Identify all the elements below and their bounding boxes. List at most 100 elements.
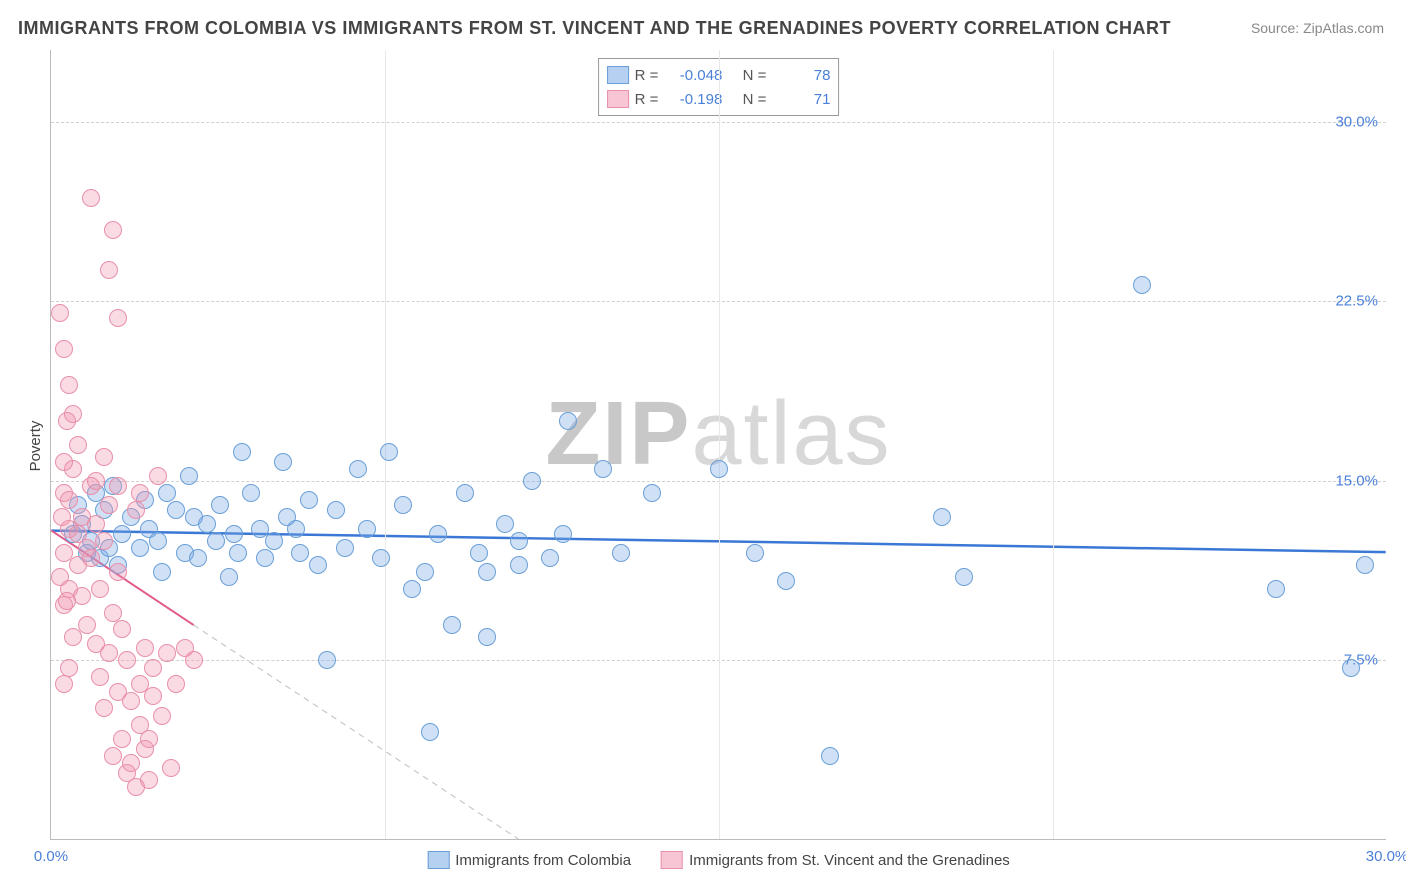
data-point-colombia [265,532,283,550]
y-axis-label: Poverty [27,421,44,472]
stat-r-colombia: -0.048 [664,67,722,84]
data-point-svg [136,639,154,657]
data-point-svg [140,730,158,748]
data-point-colombia [541,549,559,567]
gridline-v [719,50,720,839]
data-point-svg [104,221,122,239]
data-point-colombia [358,520,376,538]
data-point-colombia [291,544,309,562]
data-point-svg [100,261,118,279]
data-point-svg [64,405,82,423]
data-point-colombia [274,453,292,471]
source-label: Source: ZipAtlas.com [1251,20,1384,36]
data-point-colombia [559,412,577,430]
data-point-svg [109,309,127,327]
data-point-colombia [821,747,839,765]
data-point-colombia [225,525,243,543]
data-point-colombia [167,501,185,519]
data-point-svg [91,668,109,686]
data-point-colombia [180,467,198,485]
data-point-colombia [113,525,131,543]
data-point-colombia [594,460,612,478]
data-point-colombia [510,532,528,550]
data-point-svg [55,453,73,471]
data-point-colombia [554,525,572,543]
data-point-colombia [1267,580,1285,598]
data-point-svg [109,563,127,581]
data-point-colombia [158,484,176,502]
data-point-colombia [443,616,461,634]
chart-plot-area: ZIPatlas R = -0.048 N = 78 R = -0.198 N … [50,50,1386,840]
data-point-svg [162,759,180,777]
data-point-colombia [189,549,207,567]
data-point-svg [95,532,113,550]
data-point-svg [113,620,131,638]
data-point-colombia [643,484,661,502]
swatch-pink [607,90,629,108]
data-point-colombia [149,532,167,550]
data-point-colombia [1133,276,1151,294]
data-point-svg [122,754,140,772]
data-point-colombia [470,544,488,562]
data-point-svg [87,515,105,533]
data-point-svg [60,659,78,677]
data-point-colombia [510,556,528,574]
data-point-colombia [233,443,251,461]
data-point-colombia [131,539,149,557]
data-point-svg [58,592,76,610]
data-point-colombia [287,520,305,538]
data-point-colombia [429,525,447,543]
data-point-svg [167,675,185,693]
y-tick-label: 22.5% [1335,293,1378,310]
data-point-svg [131,484,149,502]
data-point-svg [104,747,122,765]
data-point-colombia [1356,556,1374,574]
data-point-colombia [220,568,238,586]
data-point-colombia [933,508,951,526]
data-point-colombia [336,539,354,557]
stat-n-label: N = [743,91,767,108]
legend-series: Immigrants from Colombia Immigrants from… [427,851,1010,869]
gridline-v [1053,50,1054,839]
data-point-svg [55,340,73,358]
stat-n-label: N = [743,67,767,84]
legend-item-svg: Immigrants from St. Vincent and the Gren… [661,851,1010,869]
data-point-colombia [372,549,390,567]
legend-item-colombia: Immigrants from Colombia [427,851,631,869]
data-point-svg [60,376,78,394]
data-point-colombia [185,508,203,526]
x-tick-label: 0.0% [34,848,68,865]
data-point-colombia [478,563,496,581]
data-point-svg [149,467,167,485]
data-point-svg [185,651,203,669]
data-point-svg [118,651,136,669]
data-point-colombia [710,460,728,478]
data-point-colombia [416,563,434,581]
data-point-colombia [496,515,514,533]
data-point-svg [55,675,73,693]
legend-label-colombia: Immigrants from Colombia [455,852,631,869]
data-point-svg [60,491,78,509]
data-point-colombia [456,484,474,502]
data-point-colombia [229,544,247,562]
stat-n-colombia: 78 [772,67,830,84]
data-point-colombia [207,532,225,550]
data-point-svg [82,189,100,207]
data-point-colombia [612,544,630,562]
data-point-colombia [300,491,318,509]
legend-label-svg: Immigrants from St. Vincent and the Gren… [689,852,1010,869]
y-tick-label: 15.0% [1335,472,1378,489]
swatch-blue [607,66,629,84]
trendline-svg-dashed [194,625,519,839]
chart-title: IMMIGRANTS FROM COLOMBIA VS IMMIGRANTS F… [18,18,1171,39]
stat-r-label: R = [635,91,659,108]
data-point-svg [95,448,113,466]
data-point-colombia [349,460,367,478]
data-point-colombia [1342,659,1360,677]
data-point-colombia [523,472,541,490]
data-point-colombia [153,563,171,581]
data-point-colombia [318,651,336,669]
data-point-svg [69,436,87,454]
data-point-svg [91,580,109,598]
data-point-svg [109,477,127,495]
